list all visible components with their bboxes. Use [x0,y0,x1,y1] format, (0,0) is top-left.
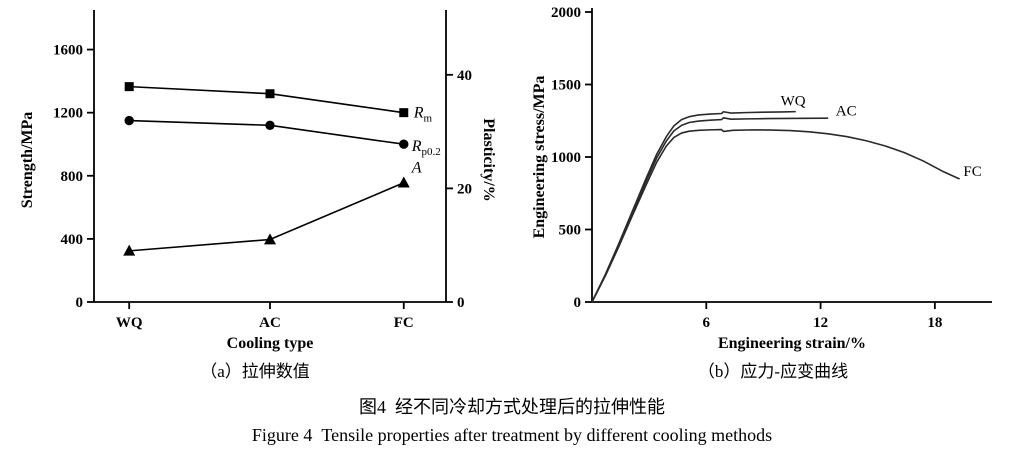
y-tick-label: 2000 [551,5,581,21]
curve-WQ [591,110,796,303]
marker-square [124,82,134,92]
y-axis-title-left: Strength/MPa [19,112,36,209]
y-axis-title-right: Plasticity/% [480,118,496,202]
x-tick-label: 18 [927,315,942,331]
y-left-tick-label: 800 [61,169,84,185]
x-tick-label: 12 [813,315,828,331]
caption-panel-b: （b）应力-应变曲线 [697,362,849,381]
y-left-tick-label: 1600 [53,43,83,59]
y-axis-title: Engineering stress/MPa [531,76,548,239]
series-label-A: A [411,160,422,177]
y-right-tick-label: 0 [457,295,465,311]
x-tick-label: 6 [703,315,711,331]
stress-strain-chart: 0 500 1000 1500 2000 6 12 18 Engineering strain/… [531,5,992,352]
marker-triangle [264,233,276,245]
series-label-Rm: Rm [413,105,433,125]
y-tick-label: 1000 [551,150,581,166]
y-tick-label: 500 [559,223,582,239]
y-tick-label: 1500 [551,78,581,94]
y-left-tick-label: 400 [61,232,84,248]
marker-circle [265,120,275,130]
y-right-tick-label: 20 [457,181,472,197]
figure-caption-en: Figure 4 Tensile properties after treatm… [251,425,773,445]
curve-FC [591,128,960,303]
x-axis-title: Cooling type [227,335,314,352]
curve-AC [591,117,829,303]
x-tick-label: FC [394,315,414,331]
series-label-Rp0.2: Rp0.2 [411,138,441,158]
marker-triangle [397,176,410,188]
y-left-tick-label: 0 [76,295,84,311]
curve-label-AC: AC [836,104,857,120]
marker-square [265,89,275,99]
figure-caption-zh: 图4 经不同冷却方式处理后的拉伸性能 [359,397,665,417]
tensile-values-chart: 0 400 800 1200 1600 0 20 40 WQ AC FC Cooling type St… [19,10,496,352]
marker-circle [124,115,134,126]
x-tick-label: AC [259,315,281,331]
x-tick-label: WQ [116,315,143,331]
curve-label-FC: FC [963,164,981,180]
y-tick-label: 0 [574,295,582,311]
curve-label-WQ: WQ [781,94,806,110]
caption-panel-a: （a）拉伸数值 [200,362,310,381]
y-right-tick-label: 40 [457,68,472,84]
marker-circle [399,139,409,149]
marker-square [399,108,409,118]
marker-triangle [123,244,136,256]
x-axis-title: Engineering strain/% [718,335,866,352]
y-left-tick-label: 1200 [53,106,83,122]
